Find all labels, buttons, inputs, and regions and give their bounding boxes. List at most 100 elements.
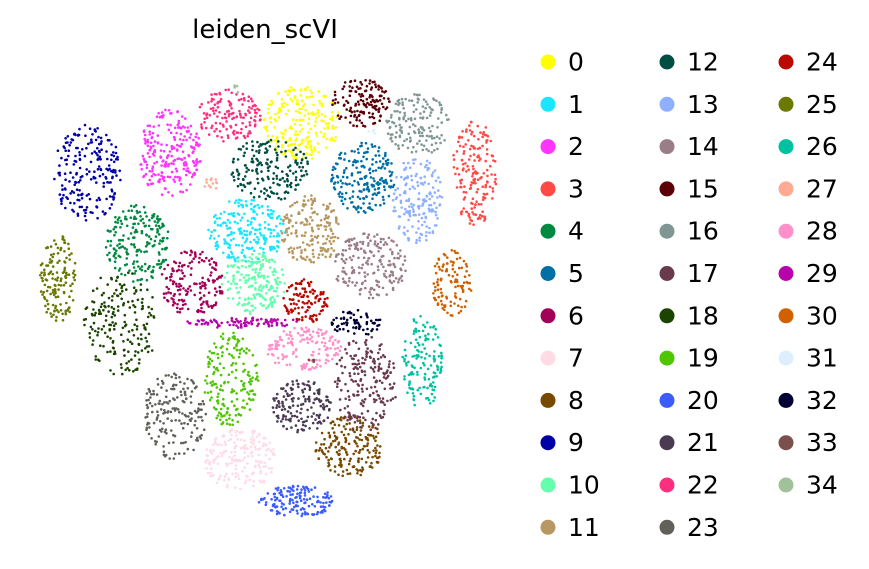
scatter-point [322, 305, 326, 308]
scatter-point [140, 301, 144, 304]
scatter-point [308, 95, 312, 99]
scatter-point [150, 275, 153, 278]
scatter-point [479, 157, 482, 161]
scatter-point [161, 222, 164, 226]
scatter-point [269, 231, 273, 235]
scatter-point [127, 271, 130, 275]
scatter-point [295, 118, 298, 122]
scatter-point [298, 212, 301, 215]
scatter-point [128, 368, 131, 372]
scatter-point [242, 154, 246, 158]
scatter-point [217, 478, 220, 481]
scatter-point [347, 238, 351, 241]
scatter-point [141, 154, 145, 158]
scatter-point [66, 135, 70, 138]
scatter-point [485, 192, 489, 196]
scatter-point [403, 212, 406, 216]
scatter-point [52, 252, 55, 256]
scatter-point [415, 231, 418, 234]
cluster-25-points [39, 235, 77, 322]
scatter-point [329, 336, 332, 340]
scatter-point [340, 185, 343, 189]
scatter-point [151, 410, 154, 414]
scatter-point [357, 205, 360, 208]
scatter-point [166, 263, 170, 267]
scatter-point [412, 318, 416, 321]
scatter-point [344, 191, 348, 195]
scatter-point [382, 412, 386, 416]
scatter-point [324, 348, 328, 351]
scatter-point [264, 307, 268, 310]
scatter-point [63, 241, 67, 245]
scatter-point [215, 247, 218, 251]
scatter-point [421, 134, 425, 138]
scatter-point [427, 167, 431, 170]
scatter-point [71, 299, 75, 302]
scatter-point [261, 258, 265, 262]
scatter-point [326, 127, 330, 130]
scatter-point [260, 497, 263, 501]
scatter-point [129, 340, 132, 344]
scatter-point [286, 394, 290, 398]
scatter-point [387, 194, 391, 198]
scatter-point [296, 404, 300, 408]
scatter-point [308, 244, 311, 247]
scatter-point [361, 242, 365, 246]
scatter-point [382, 254, 385, 258]
scatter-point [333, 167, 337, 170]
scatter-point [364, 418, 367, 422]
scatter-point [410, 178, 414, 182]
scatter-point [317, 151, 320, 154]
scatter-point [348, 121, 352, 124]
scatter-point [358, 419, 362, 422]
scatter-point [290, 508, 294, 511]
scatter-point [275, 512, 279, 516]
scatter-point [84, 219, 88, 222]
scatter-point [391, 397, 395, 400]
scatter-point [317, 457, 320, 460]
scatter-point [325, 304, 329, 308]
scatter-point [159, 239, 162, 242]
scatter-point [250, 304, 253, 308]
scatter-point [240, 97, 243, 101]
scatter-point [157, 112, 160, 115]
scatter-point [265, 283, 268, 287]
scatter-point [335, 436, 339, 440]
scatter-point [169, 131, 173, 134]
scatter-point [295, 509, 299, 513]
scatter-point [173, 126, 177, 130]
scatter-point [393, 265, 397, 269]
scatter-point [322, 242, 325, 246]
scatter-point [357, 384, 361, 387]
scatter-point [234, 414, 238, 417]
scatter-point [156, 263, 159, 266]
scatter-point [299, 119, 302, 122]
scatter-point [256, 172, 259, 175]
scatter-point [273, 139, 277, 142]
scatter-point [175, 169, 179, 173]
scatter-point [235, 286, 238, 290]
scatter-point [297, 102, 300, 106]
scatter-point [268, 145, 272, 148]
scatter-point [197, 402, 201, 406]
scatter-point [389, 387, 392, 390]
scatter-point [254, 288, 257, 291]
scatter-point [110, 158, 113, 162]
scatter-point [90, 138, 93, 141]
scatter-point [246, 134, 249, 138]
scatter-point [91, 339, 95, 342]
scatter-point [91, 314, 94, 317]
scatter-point [252, 438, 256, 441]
scatter-point [422, 386, 425, 389]
scatter-point [314, 441, 318, 444]
scatter-point [214, 408, 218, 411]
scatter-point [457, 173, 461, 176]
scatter-point [69, 201, 72, 205]
scatter-point [306, 112, 310, 115]
scatter-point [303, 491, 307, 495]
scatter-point [188, 418, 192, 422]
scatter-point [310, 415, 314, 418]
scatter-point [189, 253, 192, 257]
scatter-point [292, 247, 296, 250]
cluster-26-points [401, 315, 443, 407]
